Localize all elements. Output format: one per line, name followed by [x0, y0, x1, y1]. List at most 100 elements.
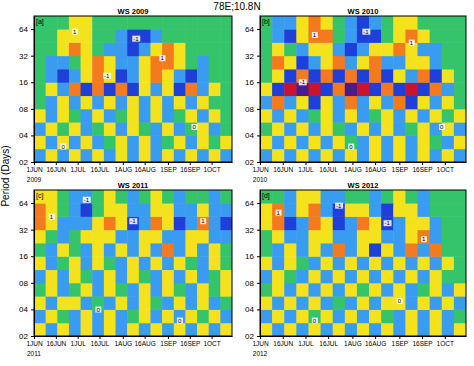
cell [405, 56, 418, 70]
cell [209, 283, 221, 297]
annotation-box [177, 318, 183, 324]
cell [127, 29, 139, 43]
cell [34, 122, 46, 136]
cell [296, 283, 309, 297]
cell [34, 296, 46, 310]
cell [284, 42, 297, 56]
cell [260, 243, 273, 257]
cell [104, 149, 116, 162]
cell [185, 203, 197, 217]
cell [139, 42, 151, 56]
cell [92, 203, 104, 217]
cell [185, 135, 197, 149]
cell [127, 96, 139, 110]
cell [69, 296, 81, 310]
cell [284, 56, 297, 70]
cell [430, 323, 443, 336]
x-tick-label: 1AUG [114, 166, 132, 173]
cell [430, 256, 443, 270]
cell [381, 16, 394, 30]
cell [92, 149, 104, 162]
annotation-box [421, 236, 427, 242]
annotation: -1 [362, 29, 370, 35]
cell [139, 135, 151, 149]
cell [272, 122, 285, 136]
cell [209, 96, 221, 110]
cell [220, 283, 232, 297]
cell [185, 190, 197, 204]
cell [284, 96, 297, 110]
cell [116, 135, 128, 149]
x-tick: 1AUG [344, 162, 362, 173]
cell [127, 109, 139, 123]
x-tick: 1AUG [344, 336, 362, 347]
cell [116, 42, 128, 56]
cell [418, 270, 431, 284]
cell [405, 82, 418, 96]
cell [442, 69, 455, 83]
cell [185, 256, 197, 270]
cell [272, 256, 285, 270]
cell [104, 230, 116, 244]
cell [116, 309, 128, 323]
cell [272, 203, 285, 217]
cell [381, 270, 394, 284]
annotation: 0 [348, 144, 354, 150]
cell [185, 29, 197, 43]
cell [139, 296, 151, 310]
x-tick-label: 16JUN [46, 166, 66, 173]
cell [81, 56, 93, 70]
x-tick-label: 1SEP [392, 166, 409, 173]
annotation-text: -1 [300, 79, 306, 85]
cell [418, 96, 431, 110]
cell [284, 230, 297, 244]
cell [333, 109, 346, 123]
cell [174, 69, 186, 83]
cell [104, 256, 116, 270]
x-tick-label: 1OCT [203, 166, 220, 173]
x-tick-label: 1JUL [71, 166, 87, 173]
cell [381, 323, 394, 336]
annotation-text: -1 [104, 73, 110, 79]
cell [81, 203, 93, 217]
annotation: -1 [299, 79, 307, 85]
y-tick-label: 04 [245, 131, 254, 140]
annotation: 0 [177, 318, 183, 324]
cell [34, 309, 46, 323]
cell [418, 149, 431, 162]
cell [393, 216, 406, 230]
cell [81, 190, 93, 204]
cell [127, 230, 139, 244]
cell [197, 82, 209, 96]
cell [104, 56, 116, 70]
cell [209, 256, 221, 270]
axis-line [261, 336, 467, 337]
cell [81, 149, 93, 162]
x-tick: 16JUL [319, 162, 338, 173]
cell [220, 96, 232, 110]
cell [284, 323, 297, 336]
cell [345, 190, 358, 204]
cell [185, 122, 197, 136]
cell [46, 16, 58, 30]
annotation: 0 [397, 298, 403, 304]
cell [162, 283, 174, 297]
cell [69, 29, 81, 43]
y-tick: 64 [19, 199, 34, 208]
cell [104, 96, 116, 110]
annotation: 1 [421, 236, 427, 242]
cell [369, 16, 382, 30]
cell [139, 56, 151, 70]
cell [197, 56, 209, 70]
tick-mark [257, 82, 260, 83]
x-axis: 1JUN16JUN1JUL16JUL1AUG16AUG1SEP16SEP1OCT [26, 162, 232, 173]
tick-mark [257, 256, 260, 257]
cell [345, 149, 358, 162]
cell [81, 69, 93, 83]
cell [57, 190, 69, 204]
annotations: 1-1-1100 [49, 197, 206, 324]
panel: 1JUN16JUN1JUL16JUL1AUG16AUG1SEP16SEP1OCT… [245, 7, 466, 183]
y-tick-label: 16 [19, 78, 28, 87]
cell [430, 216, 443, 230]
cell [381, 109, 394, 123]
